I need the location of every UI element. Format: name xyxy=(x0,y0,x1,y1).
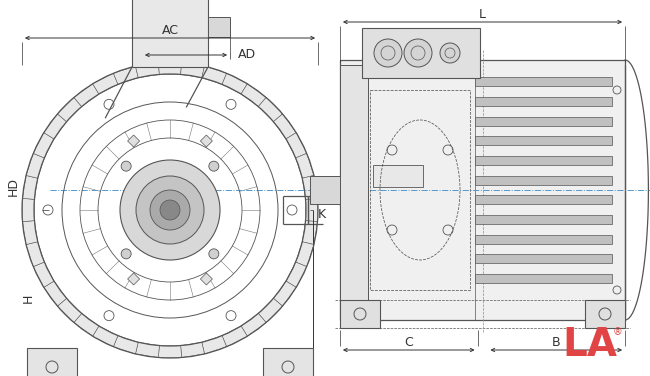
Text: AC: AC xyxy=(161,23,179,36)
Polygon shape xyxy=(302,176,318,199)
Text: B: B xyxy=(552,335,560,349)
Polygon shape xyxy=(93,326,118,347)
Polygon shape xyxy=(296,153,314,178)
Bar xyxy=(475,215,612,224)
Circle shape xyxy=(160,200,180,220)
Text: HD: HD xyxy=(7,177,20,196)
Bar xyxy=(585,300,625,328)
Polygon shape xyxy=(302,221,318,244)
Bar xyxy=(475,255,612,263)
Polygon shape xyxy=(26,153,44,178)
Text: www.jinghuaidianjii.com: www.jinghuaidianjii.com xyxy=(321,188,479,272)
Circle shape xyxy=(374,39,402,67)
Circle shape xyxy=(404,39,432,67)
Polygon shape xyxy=(241,84,266,106)
Text: LA: LA xyxy=(562,326,618,364)
Bar xyxy=(340,300,380,328)
Text: H: H xyxy=(22,293,35,303)
Polygon shape xyxy=(33,133,54,158)
Bar xyxy=(475,117,612,126)
Text: C: C xyxy=(404,335,413,349)
Bar xyxy=(340,60,625,320)
Bar xyxy=(475,156,612,165)
Polygon shape xyxy=(113,66,138,84)
Polygon shape xyxy=(274,281,296,306)
Polygon shape xyxy=(74,314,99,336)
Text: AD: AD xyxy=(238,49,256,62)
Polygon shape xyxy=(241,314,266,336)
Text: K: K xyxy=(318,209,326,221)
Polygon shape xyxy=(181,62,205,78)
Circle shape xyxy=(120,160,220,260)
Polygon shape xyxy=(113,336,138,354)
Bar xyxy=(475,136,612,145)
Polygon shape xyxy=(181,342,205,358)
Polygon shape xyxy=(57,298,82,323)
Text: L: L xyxy=(479,8,486,21)
Polygon shape xyxy=(23,176,38,199)
Bar xyxy=(475,176,612,185)
Polygon shape xyxy=(33,262,54,287)
Polygon shape xyxy=(135,342,159,358)
Bar xyxy=(475,97,612,106)
Bar xyxy=(373,165,423,187)
Circle shape xyxy=(121,161,131,171)
Polygon shape xyxy=(127,273,140,285)
Polygon shape xyxy=(23,221,38,244)
Polygon shape xyxy=(202,336,227,354)
Bar xyxy=(340,65,368,315)
Polygon shape xyxy=(135,62,159,78)
Bar xyxy=(475,235,612,244)
Circle shape xyxy=(136,176,204,244)
Polygon shape xyxy=(159,62,181,74)
Polygon shape xyxy=(159,346,181,358)
Polygon shape xyxy=(44,281,66,306)
Polygon shape xyxy=(222,326,248,347)
Polygon shape xyxy=(200,273,213,285)
Bar xyxy=(27,348,77,376)
Polygon shape xyxy=(200,135,213,147)
Bar xyxy=(132,0,208,67)
Bar xyxy=(475,274,612,283)
Bar xyxy=(370,90,470,290)
Polygon shape xyxy=(296,242,314,267)
Bar xyxy=(475,77,612,86)
Polygon shape xyxy=(93,73,118,94)
Bar xyxy=(475,196,612,204)
Polygon shape xyxy=(258,298,283,323)
Bar xyxy=(310,176,340,204)
Polygon shape xyxy=(286,262,307,287)
Polygon shape xyxy=(23,199,34,221)
Polygon shape xyxy=(74,84,99,106)
Circle shape xyxy=(209,161,219,171)
Polygon shape xyxy=(222,73,248,94)
Polygon shape xyxy=(286,133,307,158)
Polygon shape xyxy=(127,135,140,147)
Polygon shape xyxy=(258,97,283,122)
Polygon shape xyxy=(202,66,227,84)
Circle shape xyxy=(121,249,131,259)
Bar xyxy=(208,17,230,37)
Polygon shape xyxy=(44,114,66,139)
Circle shape xyxy=(440,43,460,63)
Polygon shape xyxy=(274,114,296,139)
Polygon shape xyxy=(57,97,82,122)
Circle shape xyxy=(150,190,190,230)
Bar xyxy=(362,28,480,78)
Text: IM B3: IM B3 xyxy=(135,18,205,42)
Polygon shape xyxy=(26,242,44,267)
Text: ®: ® xyxy=(613,327,623,337)
Polygon shape xyxy=(306,199,318,221)
Circle shape xyxy=(209,249,219,259)
Bar xyxy=(263,348,313,376)
